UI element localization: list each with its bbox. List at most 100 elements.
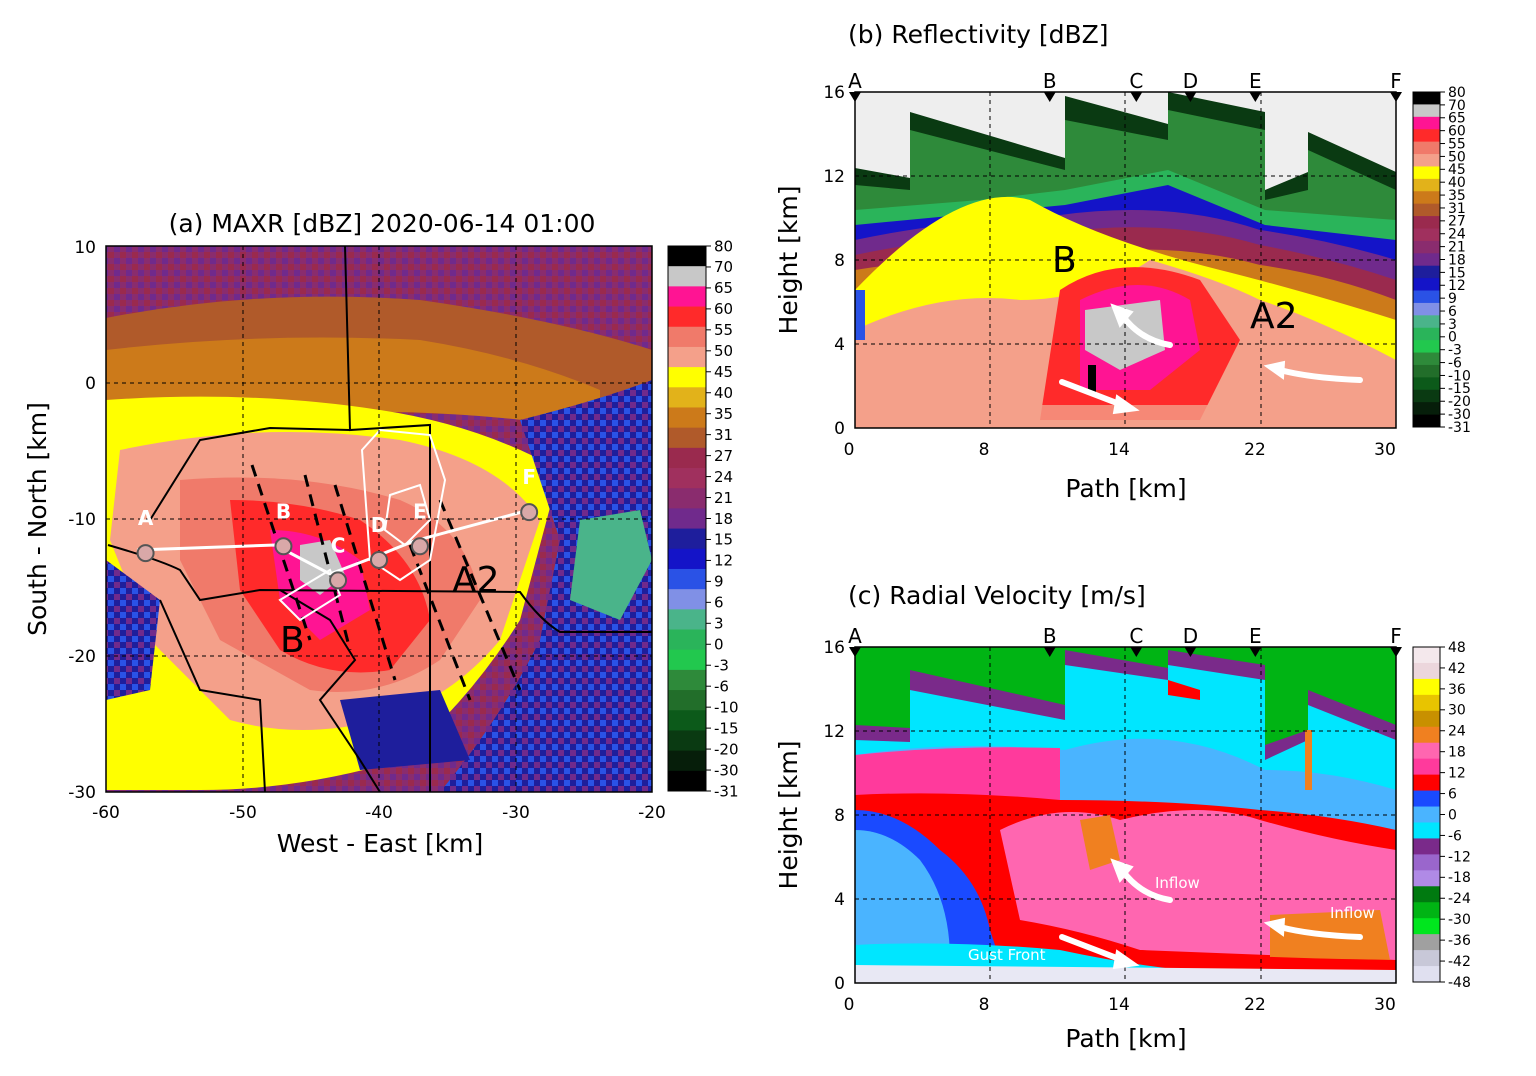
colorbar-segment	[668, 407, 706, 429]
panel-b-gridlines	[855, 92, 1396, 428]
colorbar-label: -3	[1448, 343, 1462, 359]
section-marker-label: D	[1183, 69, 1198, 93]
colorbar-label: 60	[1448, 124, 1466, 140]
y-tick-label: 16	[823, 638, 845, 658]
y-tick-label: 12	[823, 722, 845, 742]
section-point-label: D	[371, 513, 388, 537]
panel-a-title: (a) MAXR [dBZ] 2020-06-14 01:00	[169, 209, 596, 238]
section-point	[274, 537, 293, 556]
colorbar-segment	[1413, 934, 1440, 951]
panel-c-x-ticks: 0 8 14 22 30	[844, 995, 1396, 1015]
panel-b: (b) Reflectivity [dBZ]	[774, 20, 1471, 503]
section-marker	[1249, 92, 1262, 102]
panel-b-plot-frame	[854, 91, 1397, 429]
colorbar-segment	[668, 750, 706, 772]
section-marker-label: D	[1183, 624, 1198, 648]
colorbar-segment	[1413, 886, 1440, 903]
colorbar-segment	[1413, 950, 1440, 967]
colorbar-segment	[1413, 290, 1440, 304]
section-marker-label: B	[1043, 624, 1057, 648]
colorbar-segment	[668, 548, 706, 570]
colorbar-label: 35	[714, 405, 733, 423]
panel-b-title: (b) Reflectivity [dBZ]	[848, 20, 1109, 49]
colorbar-segment	[1413, 191, 1440, 205]
section-marker-label: A	[848, 624, 862, 648]
colorbar-label: -30	[1448, 407, 1471, 423]
colorbar-segment	[1413, 647, 1440, 664]
colorbar-label: 48	[1448, 640, 1466, 656]
section-marker-label: F	[1390, 69, 1402, 93]
panel-c-y-ticks: 0 4 8 12 16	[823, 638, 845, 994]
colorbar-segment	[668, 730, 706, 752]
panel-a: (a) MAXR [dBZ] 2020-06-14 01:00	[23, 209, 739, 858]
colorbar-segment	[1413, 154, 1440, 167]
section-point	[136, 544, 155, 563]
colorbar-segment	[668, 468, 706, 489]
colorbar-segment	[1413, 178, 1440, 192]
y-tick-label: 10	[74, 238, 96, 258]
colorbar-segment	[1413, 327, 1440, 341]
panel-b-ylabel: Height [km]	[774, 186, 803, 335]
section-marker-label: A	[848, 69, 862, 93]
panel-b-colorbar: 807065605550454035312724211815129630-3-6…	[1412, 85, 1471, 436]
y-tick-label: 8	[834, 251, 845, 271]
colorbar-segment	[1413, 966, 1440, 983]
colorbar-label: -30	[1448, 912, 1471, 928]
colorbar-segment	[668, 609, 706, 631]
panel-a-plot-frame	[105, 245, 653, 793]
x-tick-label: -60	[92, 803, 120, 823]
panel-c-ylabel: Height [km]	[774, 741, 803, 890]
colorbar-segment	[668, 266, 706, 287]
section-marker-label: F	[1390, 624, 1402, 648]
colorbar-label: 6	[1448, 786, 1457, 802]
colorbar-segment	[668, 488, 706, 509]
panel-b-x-ticks: 0 8 14 22 30	[844, 440, 1396, 460]
x-tick-label: -40	[365, 803, 393, 823]
annotation-inflow: Inflow	[1155, 874, 1200, 892]
colorbar-segment	[668, 629, 706, 651]
colorbar-segment	[1413, 377, 1440, 391]
colorbar-segment	[1413, 662, 1440, 680]
colorbar-label: 6	[714, 594, 724, 612]
colorbar-label: -31	[1448, 420, 1471, 436]
colorbar-label: 80	[714, 237, 733, 255]
section-marker-label: B	[1043, 69, 1057, 93]
section-marker-label: E	[1249, 624, 1262, 648]
colorbar-segment	[1413, 710, 1440, 728]
colorbar-segment	[668, 286, 706, 308]
colorbar-segment	[668, 710, 706, 731]
annotation-b: B	[280, 620, 305, 661]
colorbar-segment	[1413, 203, 1440, 217]
colorbar-label: 27	[1448, 214, 1466, 230]
colorbar-segment	[1413, 678, 1440, 696]
colorbar-segment	[668, 367, 706, 388]
panel-a-annotations: B A2	[280, 560, 500, 661]
section-point	[329, 571, 348, 590]
panel-c-arrows	[1059, 858, 1363, 970]
colorbar-label: -24	[1448, 891, 1471, 907]
y-tick-label: -20	[68, 647, 96, 667]
colorbar-label: -15	[714, 719, 739, 737]
colorbar-label: -20	[1448, 394, 1471, 410]
colorbar-label: 12	[714, 552, 733, 570]
y-tick-label: 0	[85, 374, 96, 394]
colorbar-label: 70	[714, 258, 733, 276]
colorbar-label: -6	[1448, 355, 1462, 371]
arrow-head	[1110, 858, 1134, 883]
y-tick-label: 16	[823, 83, 845, 103]
colorbar-label: -6	[714, 677, 729, 695]
colorbar-segment	[668, 447, 706, 469]
section-point-label: B	[276, 499, 291, 523]
colorbar-segment	[1413, 352, 1440, 366]
colorbar-segment	[1413, 822, 1440, 839]
colorbar-label: 40	[714, 384, 733, 402]
panel-a-gridlines	[106, 246, 652, 792]
section-marker	[1043, 647, 1056, 657]
colorbar-label: -31	[714, 782, 739, 800]
y-tick-label: 0	[834, 974, 845, 994]
x-tick-label: -50	[229, 803, 257, 823]
x-tick-label: 22	[1244, 995, 1266, 1015]
x-tick-label: 22	[1244, 440, 1266, 460]
section-point	[370, 550, 388, 569]
